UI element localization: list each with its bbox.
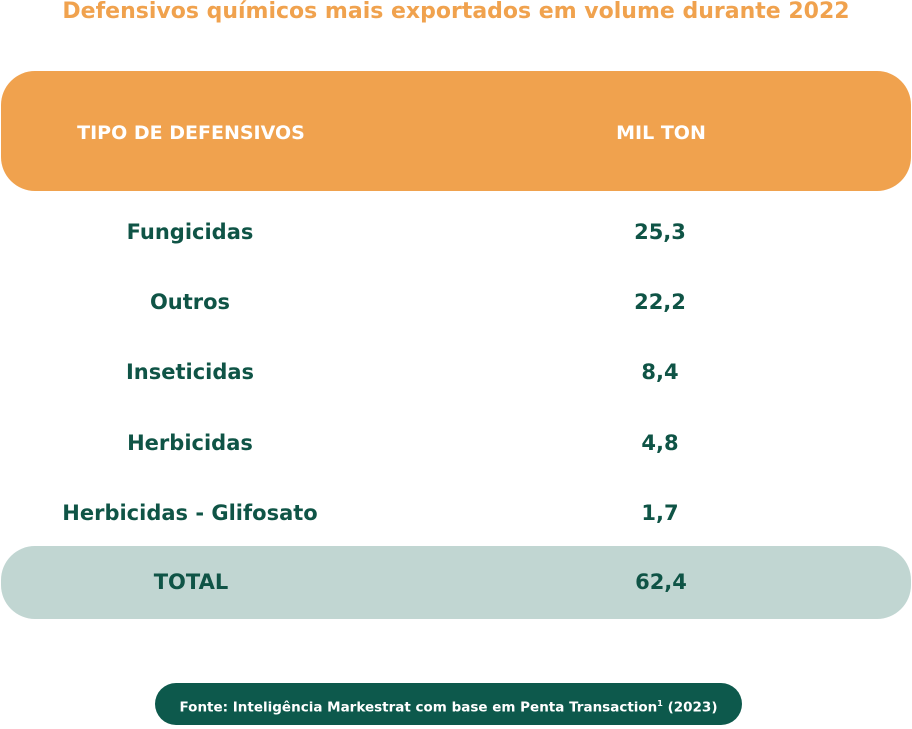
row-type: Herbicidas: [127, 431, 253, 455]
table-header: TIPO DE DEFENSIVOS MIL TON: [1, 71, 911, 191]
table-row: Fungicidas 25,3: [0, 211, 912, 251]
source-text: Fonte: Inteligência Markestrat com base …: [179, 699, 658, 716]
row-type: Outros: [149, 290, 231, 314]
header-type: TIPO DE DEFENSIVOS: [77, 122, 305, 144]
row-type: Herbicidas - Glifosato: [62, 501, 318, 525]
row-value: 22,2: [634, 290, 686, 314]
source-footnote: 1: [657, 699, 663, 708]
table-row: Outros 22,2: [0, 281, 912, 321]
row-value: 25,3: [634, 220, 686, 244]
table-row: Inseticidas 8,4: [0, 351, 912, 391]
source-badge: Fonte: Inteligência Markestrat com base …: [155, 683, 742, 725]
total-value: 62,4: [635, 570, 687, 594]
row-value: 4,8: [641, 431, 679, 455]
row-type: Fungicidas: [126, 220, 254, 244]
row-value: 1,7: [641, 501, 679, 525]
total-row: TOTAL 62,4: [1, 546, 911, 619]
row-type: Inseticidas: [125, 360, 255, 384]
total-label: TOTAL: [153, 570, 229, 594]
page-title: Defensivos químicos mais exportados em v…: [62, 0, 850, 24]
table-row: Herbicidas 4,8: [0, 422, 912, 462]
table-row: Herbicidas - Glifosato 1,7: [0, 492, 912, 532]
source-year: (2023): [662, 699, 718, 716]
row-value: 8,4: [641, 360, 679, 384]
header-value: MIL TON: [616, 122, 706, 144]
